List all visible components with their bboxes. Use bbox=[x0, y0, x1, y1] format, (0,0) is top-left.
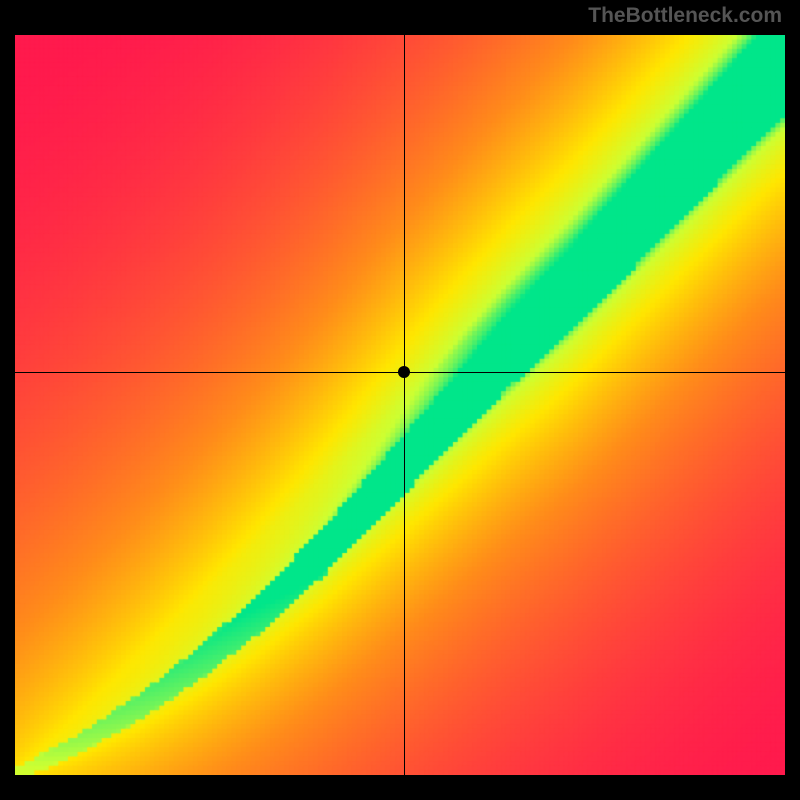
watermark-text: TheBottleneck.com bbox=[588, 4, 782, 28]
heatmap-plot bbox=[15, 35, 785, 775]
heatmap-canvas bbox=[15, 35, 785, 775]
crosshair-vertical bbox=[404, 35, 405, 775]
marker-dot bbox=[398, 366, 410, 378]
